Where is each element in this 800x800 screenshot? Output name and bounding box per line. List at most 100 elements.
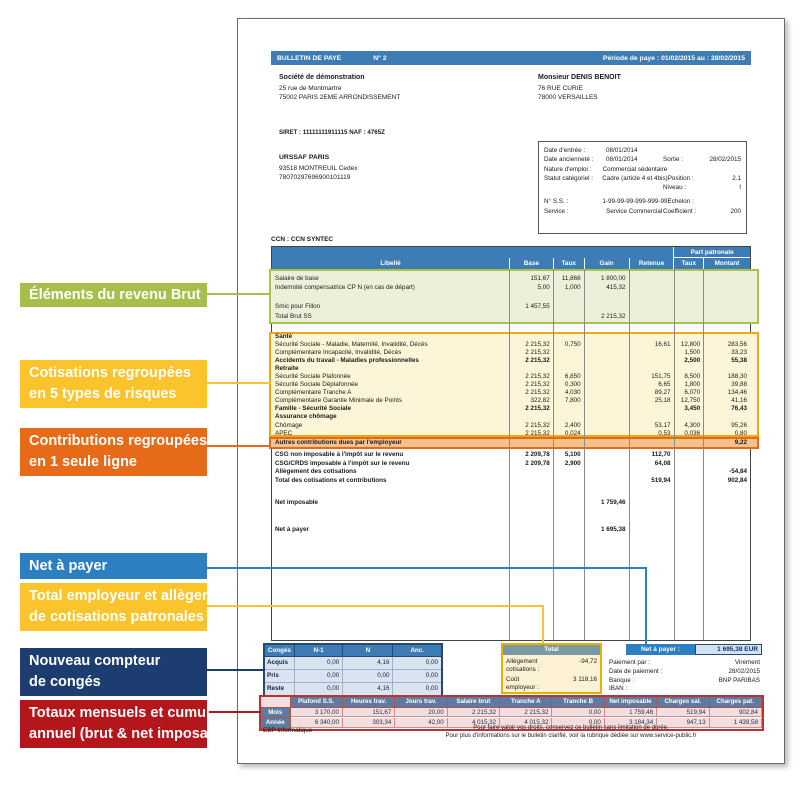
conges-row-label: Acquis: [265, 657, 295, 670]
cell-gain: [584, 468, 629, 477]
cell-gain: [584, 302, 629, 311]
totals-value: 42,00: [395, 718, 448, 728]
table-row: Net imposable 1 759,46: [272, 499, 750, 508]
totals-header: Plafond S.S.: [290, 697, 343, 708]
cell-retenue: 151,75: [651, 373, 671, 381]
cell-montant-patronal: [703, 413, 750, 421]
payment-label: Date de paiement :: [609, 667, 663, 675]
cell-taux-patronal: 2,500: [684, 357, 701, 365]
cell-base: [509, 499, 553, 508]
cell-retenue: [629, 357, 674, 365]
table-section-green: Salaire de base 151,67 11,868 1 800,00 Indem…: [272, 269, 750, 324]
cell-montant-patronal: [703, 283, 750, 292]
totals-value: 0,00: [552, 707, 605, 717]
connector-totaux-mensuels: [207, 711, 261, 713]
info-value-right: 2.1: [732, 174, 741, 182]
cell-libelle: APEC: [275, 429, 293, 437]
info-label: N° S.S. :: [544, 198, 569, 206]
cell-taux-patronal: [673, 468, 703, 477]
conges-header: Anc.: [393, 645, 441, 657]
total-box-entry-label-line: Coût: [506, 676, 520, 683]
band-title: BULLETIN DE PAYE: [277, 54, 342, 62]
info-value: 1-99-99-99-999-999-99: [602, 198, 668, 206]
cell-libelle: Retraite: [275, 365, 299, 373]
totals-value: 303,34: [342, 718, 396, 728]
cell-libelle: Chômage: [275, 421, 303, 429]
cell-taux-patronal: 6,070: [684, 389, 701, 397]
cell-gain: [584, 381, 629, 389]
cell-taux: [553, 526, 584, 535]
cell-libelle: CSG/CRDS imposable à l'impôt sur le reve…: [275, 459, 410, 467]
totals-header: Jours trav.: [395, 697, 448, 708]
payment-label: Paiement par :: [609, 659, 650, 666]
payment-value: Virement: [734, 659, 760, 666]
totals-value: 4 015,32: [500, 718, 553, 728]
totals-header: Net imposable: [604, 697, 658, 708]
table-row: Sécurité Sociale - Maladie, Maternité, I…: [272, 341, 750, 349]
info-value-right: 200: [730, 207, 741, 215]
cell-taux-patronal: 1,800: [684, 381, 701, 389]
cell-libelle: Indemnité compensatrice CP N (en cas de …: [275, 284, 415, 292]
conges-header: N: [343, 645, 394, 657]
cell-libelle: Sécurité Sociale - Maladie, Maternité, I…: [275, 341, 428, 349]
cell-montant-patronal: 188,30: [727, 373, 747, 381]
table-row: Salaire de base 151,67 11,868 1 800,00: [272, 274, 750, 283]
callout-label: Nouveau compteur: [29, 653, 161, 669]
cell-montant-patronal: 33,23: [731, 349, 747, 357]
payment-label: Banque :: [609, 676, 635, 684]
table-row: Allègement des cotisations -54,84: [272, 468, 750, 477]
header-retenue: Retenue: [628, 258, 674, 269]
info-value: 08/01/2014: [606, 147, 638, 154]
cell-retenue: [629, 499, 674, 508]
column-line: [509, 269, 511, 640]
cell-taux: 1,000: [564, 284, 581, 292]
cell-libelle: CSG non imposable à l'impôt sur le reven…: [275, 451, 404, 458]
highlight-box-revenu-brut: [269, 269, 759, 324]
column-line: [703, 269, 705, 640]
pay-items-table-header: Part patronale Libellé Base Taux Gain Re…: [272, 247, 750, 269]
cell-retenue: 89,27: [654, 389, 671, 397]
highlight-box-cotisations: [269, 332, 759, 437]
total-box-entry-label-line: cotisations :: [506, 665, 540, 673]
cell-libelle: Smic pour Fillon: [275, 303, 321, 311]
conges-value: 0,00: [343, 670, 394, 683]
cell-gain: [584, 373, 629, 381]
table-row: Sécurité Sociale Déplafonnée 2 215,32 0,30…: [272, 381, 750, 389]
cell-taux-patronal: [673, 365, 703, 373]
cell-base: [509, 293, 553, 302]
info-label: Nature d'emploi :: [544, 165, 592, 173]
totals-value: 1 759,46: [604, 707, 658, 717]
cell-base: [509, 413, 553, 421]
cell-base: 2 209,78: [525, 459, 550, 467]
totals-value: 947,13: [657, 718, 710, 728]
cell-taux-patronal: [673, 283, 703, 292]
pay-items-table: Part patronale Libellé Base Taux Gain Re…: [269, 246, 759, 641]
cell-taux-patronal: 8,500: [684, 373, 701, 381]
cell-libelle: Sécurité Sociale Plafonnée: [275, 373, 351, 381]
highlight-box-contributions: [269, 437, 759, 449]
total-box-entry-value: 3 118,16: [572, 676, 597, 683]
net-pay-summary: Net à payer : 1 695,38 EUR: [626, 644, 762, 655]
table-row: Net à payer 1 695,38: [272, 526, 750, 535]
cell-retenue: 6,65: [658, 381, 671, 389]
table-row: Assurance chômage: [272, 413, 750, 421]
header-taux-patronal: Taux: [673, 258, 703, 269]
cell-base: 2 215,32: [525, 373, 550, 381]
cell-base: 2 209,78: [525, 451, 550, 458]
info-value-right: [707, 146, 741, 155]
column-line: [673, 269, 675, 640]
info-label-right: Niveau :: [663, 184, 687, 192]
cell-base: [509, 468, 553, 477]
cell-base: 2 215,32: [525, 421, 550, 429]
total-box-entry-value: -94,72: [579, 658, 597, 665]
cell-montant-patronal: [703, 365, 750, 373]
cell-retenue: [629, 365, 674, 373]
info-label-right: Position :: [667, 174, 694, 182]
cell-taux: 2,400: [564, 421, 581, 429]
row-spacer: [272, 485, 750, 499]
cell-taux-patronal: [673, 413, 703, 421]
urssaf-name: URSSAF PARIS: [279, 154, 330, 161]
table-row: Complémentaire Tranche A 2 215,32 4,030 89,…: [272, 389, 750, 397]
cell-montant-patronal: [703, 460, 750, 469]
net-pay-value: 1 695,38 EUR: [695, 644, 762, 655]
